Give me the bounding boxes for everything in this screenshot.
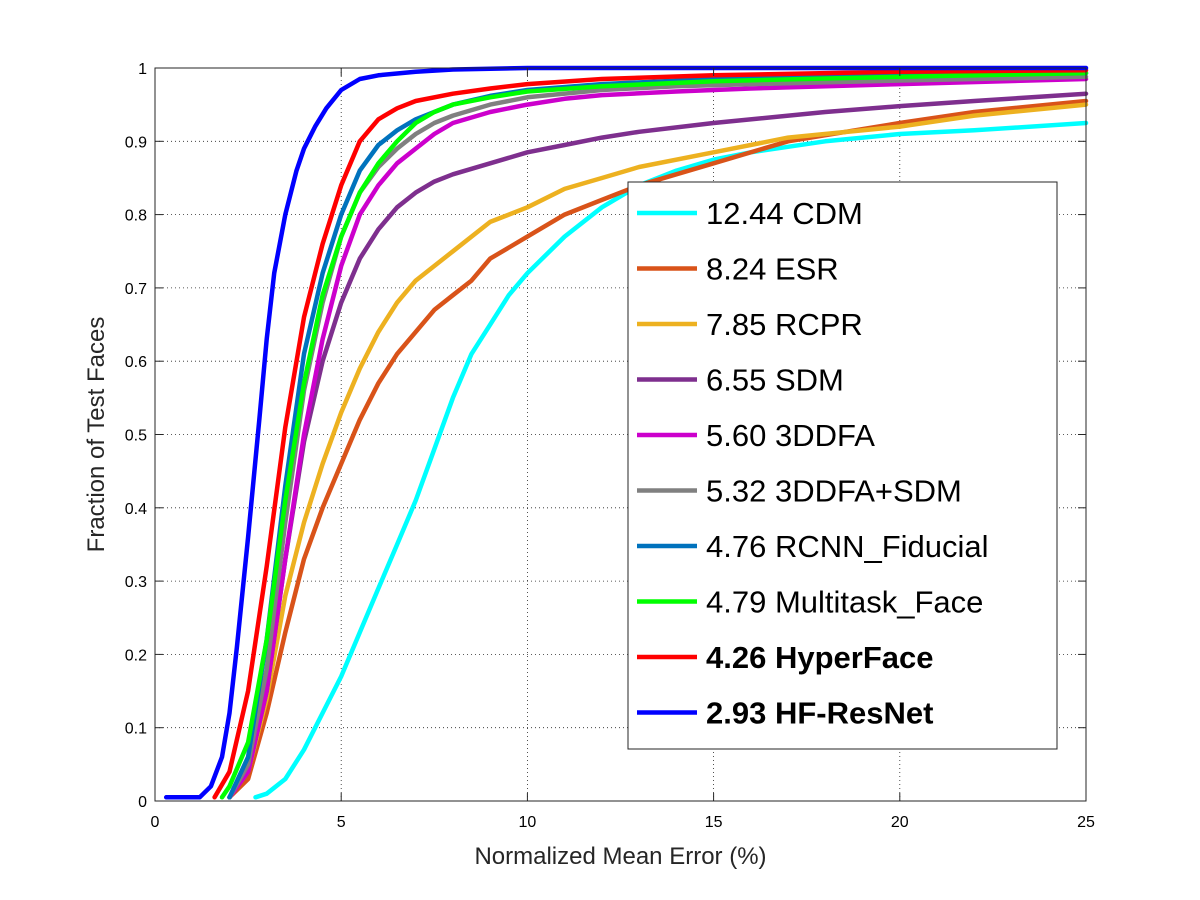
series-line-4-26-hyperface bbox=[212, 67, 1089, 800]
legend-label-4-79-multitask-face: 4.79 Multitask_Face bbox=[706, 585, 983, 620]
y-tick-label: 0.5 bbox=[125, 428, 147, 445]
legend-label-8-24-esr: 8.24 ESR bbox=[706, 252, 839, 287]
y-tick-label: 0.6 bbox=[125, 354, 147, 371]
series-line-5-32-3ddfa-sdm bbox=[227, 74, 1089, 800]
y-tick-label: 0.3 bbox=[125, 574, 147, 591]
x-tick-label: 10 bbox=[519, 814, 537, 831]
series-line-7-85-rcpr bbox=[227, 102, 1089, 800]
y-tick-label: 1 bbox=[138, 61, 147, 78]
y-tick-label: 0 bbox=[138, 794, 147, 811]
y-tick-label: 0.2 bbox=[125, 647, 147, 664]
series-line-5-60-3ddfa bbox=[227, 76, 1089, 800]
y-tick-label: 0.1 bbox=[125, 721, 147, 738]
x-tick-label: 15 bbox=[705, 814, 723, 831]
legend-box bbox=[627, 181, 1058, 750]
x-axis-label: Normalized Mean Error (%) bbox=[474, 843, 766, 870]
series-layer bbox=[163, 65, 1089, 800]
legend-label-6-55-sdm: 6.55 SDM bbox=[706, 363, 844, 398]
axis-ticks: 0 5 10 15 20 25 0 0.1 0.2 0.3 0.4 0.5 0.6 0.7 0.8 0.9 1 bbox=[125, 61, 1095, 831]
x-tick-label: 5 bbox=[337, 814, 346, 831]
series-line-8-24-esr bbox=[227, 98, 1089, 800]
legend-label-5-60-3ddfa: 5.60 3DDFA bbox=[706, 418, 875, 453]
y-axis-label: Fraction of Test Faces bbox=[83, 317, 110, 553]
legend-label-4-26-hyperface: 4.26 HyperFace bbox=[706, 640, 933, 675]
legend-label-12-44-cdm: 12.44 CDM bbox=[706, 196, 863, 231]
x-tick-label: 0 bbox=[151, 814, 160, 831]
y-tick-label: 0.7 bbox=[125, 281, 147, 298]
y-tick-label: 0.4 bbox=[125, 501, 147, 518]
y-tick-label: 0.9 bbox=[125, 134, 147, 151]
legend-label-5-32-3ddfa-sdm: 5.32 3DDFA+SDM bbox=[706, 474, 962, 509]
x-tick-label: 20 bbox=[891, 814, 909, 831]
series-line-2-93-hf-resnet bbox=[163, 65, 1089, 800]
series-line-4-79-multitask-face bbox=[219, 70, 1089, 800]
x-tick-label: 25 bbox=[1077, 814, 1095, 831]
legend-label-7-85-rcpr: 7.85 RCPR bbox=[706, 307, 863, 342]
y-tick-label: 0.8 bbox=[125, 208, 147, 225]
legend-label-2-93-hf-resnet: 2.93 HF-ResNet bbox=[706, 696, 933, 731]
legend: 12.44 CDM 8.24 ESR 7.85 RCPR 6.55 SDM 5.60 3… bbox=[627, 181, 1058, 750]
legend-label-4-76-rcnn-fiducial: 4.76 RCNN_Fiducial bbox=[706, 529, 989, 564]
